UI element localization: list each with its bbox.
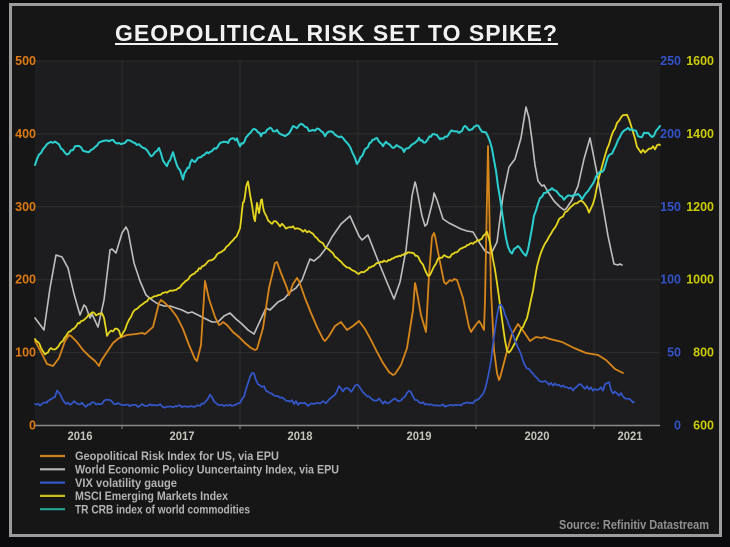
svg-text:300: 300 — [15, 200, 36, 214]
svg-text:1400: 1400 — [686, 127, 714, 141]
svg-text:50: 50 — [667, 346, 681, 360]
svg-text:400: 400 — [15, 127, 36, 141]
svg-text:200: 200 — [660, 127, 681, 141]
svg-text:1000: 1000 — [686, 273, 714, 287]
svg-text:2017: 2017 — [170, 429, 195, 443]
svg-text:2016: 2016 — [68, 429, 93, 443]
svg-text:800: 800 — [693, 346, 714, 360]
svg-text:500: 500 — [15, 54, 36, 68]
svg-text:Source: Refinitiv Datastream: Source: Refinitiv Datastream — [559, 518, 709, 532]
svg-text:100: 100 — [660, 273, 681, 287]
svg-text:VIX volatility gauge: VIX volatility gauge — [75, 478, 177, 490]
svg-text:TR CRB index of world commodit: TR CRB index of world commodities — [75, 504, 250, 516]
svg-text:2020: 2020 — [525, 429, 550, 443]
svg-text:MSCI Emerging Markets Index: MSCI Emerging Markets Index — [75, 491, 229, 503]
svg-text:Geopolitical Risk Index for US: Geopolitical Risk Index for US, via EPU — [75, 451, 279, 463]
svg-text:1600: 1600 — [686, 54, 714, 68]
svg-text:100: 100 — [15, 346, 36, 360]
svg-text:World Economic Policy Uuncerta: World Economic Policy Uuncertainty Index… — [75, 465, 339, 477]
svg-text:1200: 1200 — [686, 200, 714, 214]
svg-text:0: 0 — [674, 419, 681, 433]
svg-text:2019: 2019 — [407, 429, 432, 443]
svg-text:150: 150 — [660, 200, 681, 214]
svg-text:250: 250 — [660, 54, 681, 68]
svg-text:200: 200 — [15, 273, 36, 287]
svg-text:2018: 2018 — [288, 429, 313, 443]
svg-text:600: 600 — [693, 419, 714, 433]
svg-text:2021: 2021 — [618, 429, 643, 443]
svg-text:0: 0 — [29, 419, 36, 433]
